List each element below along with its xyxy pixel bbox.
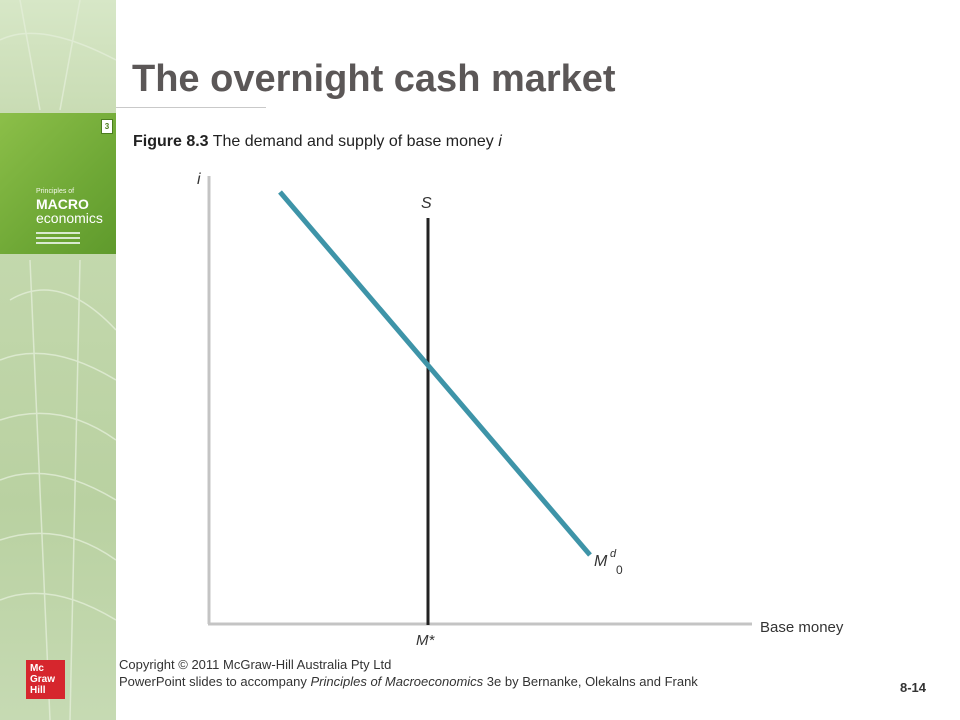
mcgraw-hill-logo: Mc Graw Hill [26,660,65,699]
footer-text: Copyright © 2011 McGraw-Hill Australia P… [119,656,698,690]
book-title-italic: Principles of Macroeconomics [310,674,484,689]
demand-curve [278,190,592,557]
logo-line-3: Hill [30,685,46,696]
edition-badge: 3 [101,119,113,134]
copyright-line: Copyright © 2011 McGraw-Hill Australia P… [119,657,392,672]
demand-label-subscript: 0 [616,563,623,577]
leaf-texture-pattern [0,0,116,720]
title-divider [116,107,266,108]
y-axis-label: i [197,171,201,188]
book-authors [36,232,80,247]
slide-title: The overnight cash market [132,58,616,100]
demand-label-superscript: d [610,548,617,560]
logo-line-2: Graw [30,674,56,685]
equilibrium-quantity-label: M* [416,632,435,649]
figure-label: Figure 8.3 [133,133,209,150]
sidebar-top-strip [0,0,116,112]
attribution-suffix: 3e by Bernanke, Olekalns and Frank [483,674,698,689]
page-number: 8-14 [900,680,927,695]
demand-curve-label: M d 0 [594,548,623,577]
slides-attribution-line: PowerPoint slides to accompany Principle… [119,673,698,690]
sidebar-decoration: 3 Principles of MACRO economics Mc Graw … [0,0,116,720]
demand-label-base: M [594,553,608,570]
book-title-line3: economics [36,210,103,226]
supply-curve-label: S [421,195,432,212]
book-title-line1: Principles of [36,188,75,195]
x-axis-label: Base money [760,619,844,636]
logo-line-1: Mc [30,663,44,674]
figure-text: The demand and supply of base money [212,133,494,150]
textbook-cover-image: 3 Principles of MACRO economics [0,113,116,254]
figure-suffix: i [498,133,502,150]
figure-caption: Figure 8.3 The demand and supply of base… [133,133,502,151]
book-title-line2: MACRO [36,196,89,212]
attribution-prefix: PowerPoint slides to accompany [119,674,311,689]
